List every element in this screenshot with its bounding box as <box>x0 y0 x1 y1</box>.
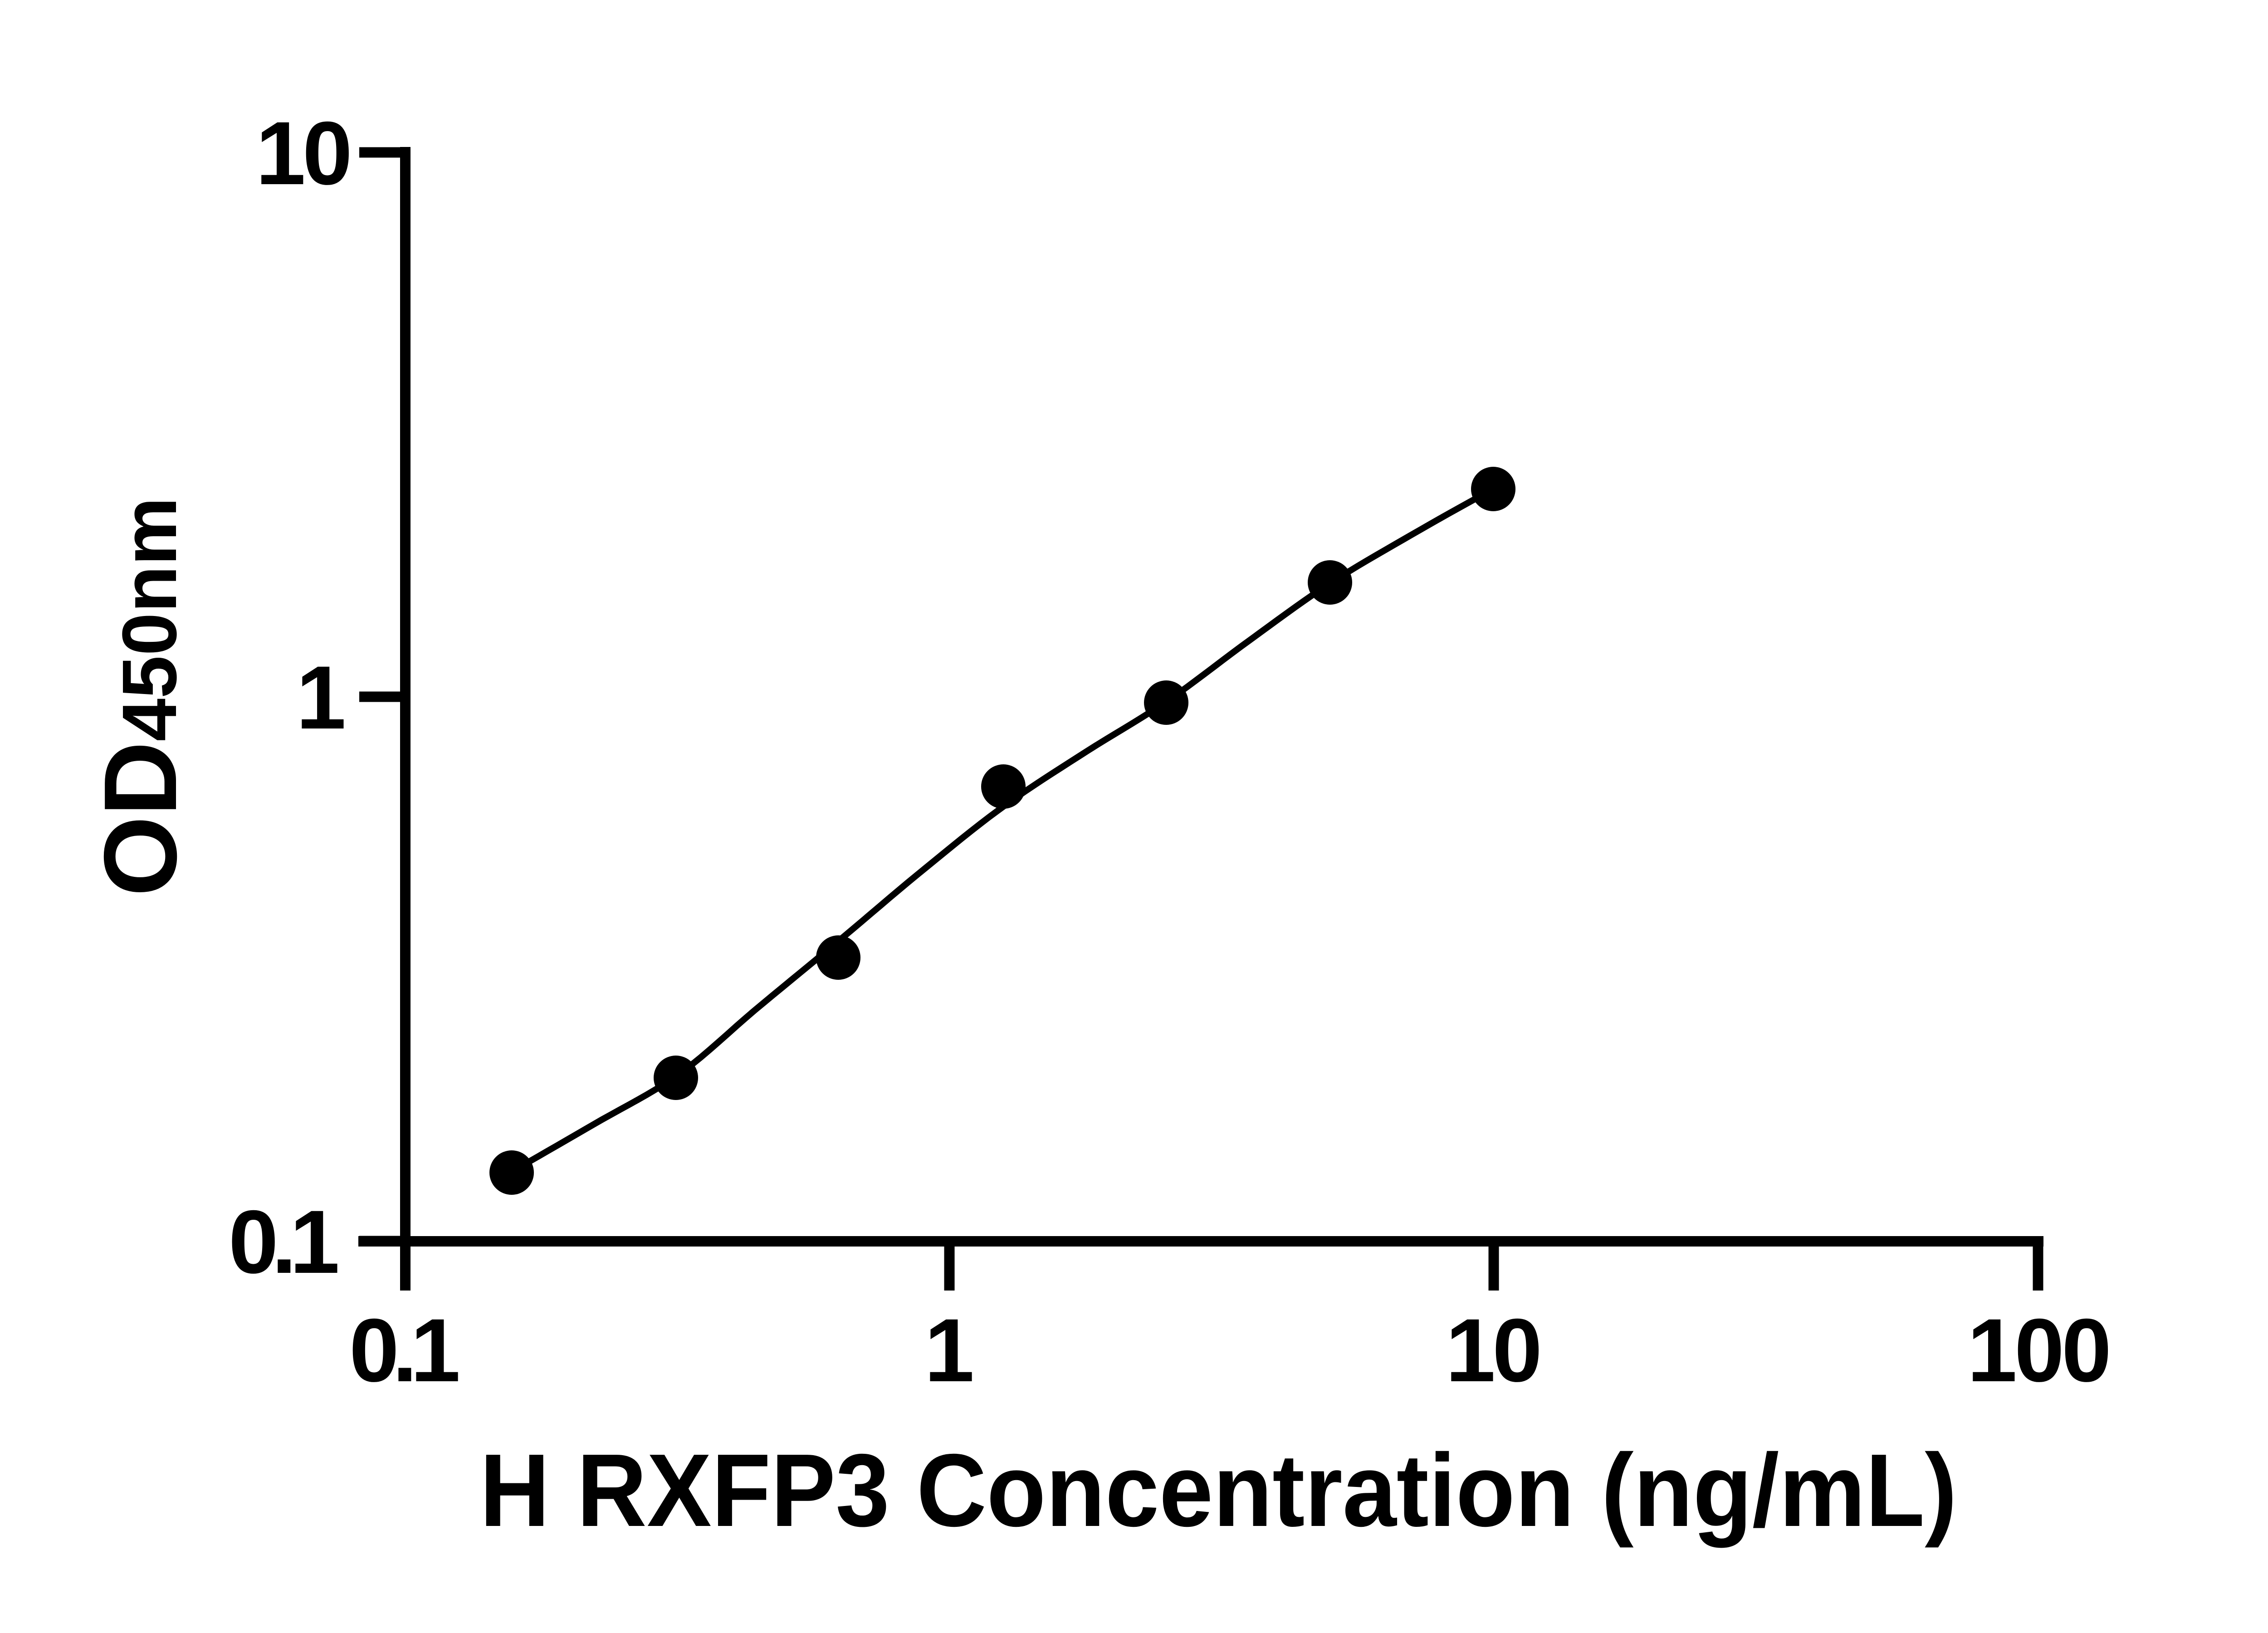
svg-text:1: 1 <box>924 1300 974 1400</box>
svg-text:1: 1 <box>296 647 346 748</box>
svg-text:10: 10 <box>256 103 349 203</box>
svg-text:OD450nm: OD450nm <box>83 497 198 897</box>
svg-text:H RXFP3 Concentration (ng/mL): H RXFP3 Concentration (ng/mL) <box>480 1433 1957 1548</box>
svg-text:0.1: 0.1 <box>229 1192 337 1292</box>
svg-text:10: 10 <box>1446 1300 1539 1400</box>
svg-text:0.1: 0.1 <box>349 1300 458 1400</box>
svg-text:100: 100 <box>1967 1300 2109 1400</box>
